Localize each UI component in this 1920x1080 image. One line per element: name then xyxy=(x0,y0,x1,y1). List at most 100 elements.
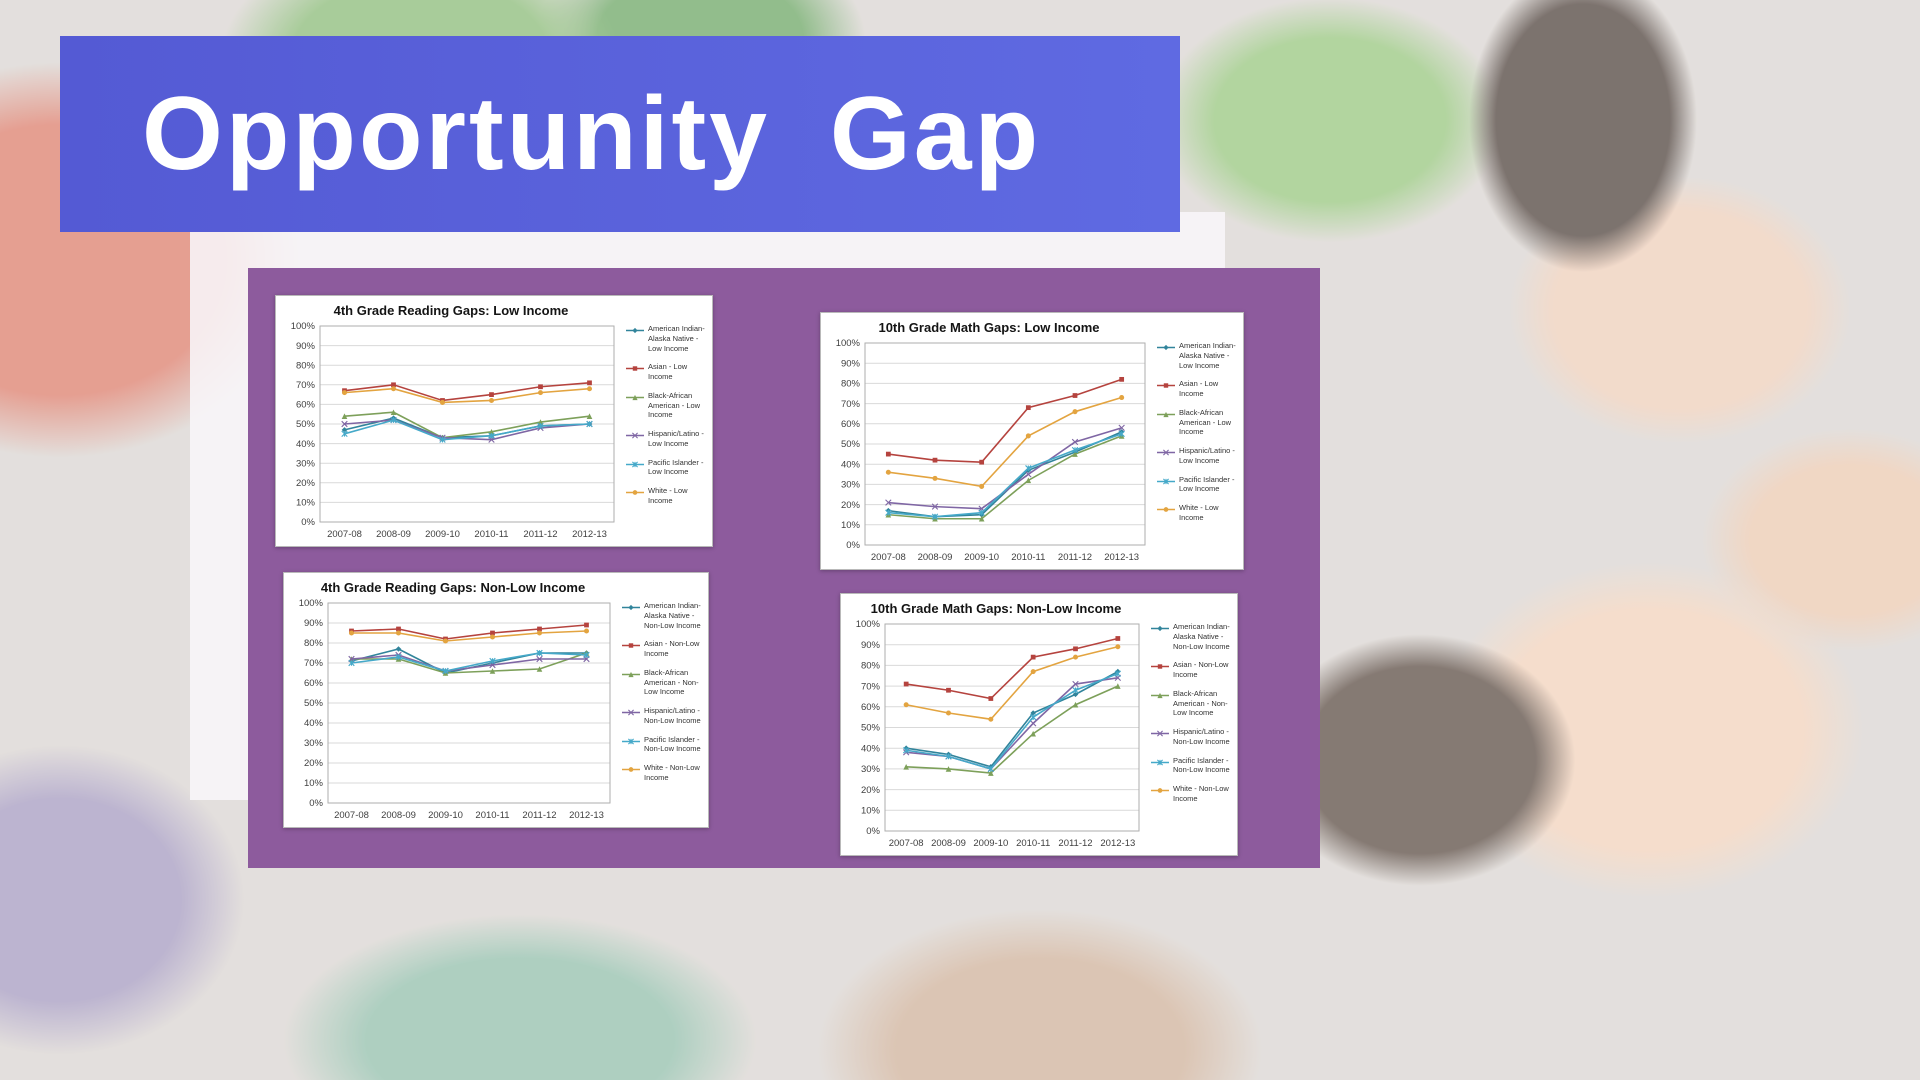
legend-label: White - Low Income xyxy=(1179,503,1219,522)
line-plot: 0% 10% 20% 30% 40% 50% 60% 70% 80% 90% 100% 2007-08… xyxy=(836,338,1146,563)
marker-triangle xyxy=(489,668,496,674)
chart-legend: American Indian-Alaska Native - Non-Low … xyxy=(616,595,704,825)
y-tick-label: 50% xyxy=(304,698,324,709)
marker-star xyxy=(1025,465,1032,472)
legend-swatch-icon xyxy=(622,671,640,677)
series-line xyxy=(903,644,1121,722)
legend-label: Asian - Low Income xyxy=(648,362,688,381)
y-tick-label: 30% xyxy=(861,764,881,775)
legend-label: Hispanic/Latino - Non-Low Income xyxy=(644,706,701,725)
marker-star xyxy=(885,509,892,516)
marker-square xyxy=(391,382,396,388)
legend-label: Asian - Non-Low Income xyxy=(644,639,700,658)
chart-card-reading-low-income: 4th Grade Reading Gaps: Low Income 0% 10%… xyxy=(275,295,713,547)
marker-star xyxy=(1071,446,1079,454)
marker-star xyxy=(1163,478,1169,484)
marker-triangle xyxy=(1072,451,1078,457)
marker-triangle xyxy=(537,419,544,425)
series-line xyxy=(885,424,1125,512)
marker-x xyxy=(931,503,939,510)
legend-item: White - Non-Low Income xyxy=(621,763,702,783)
marker-circle xyxy=(586,386,593,392)
legend-label: American Indian-Alaska Native - Low Inco… xyxy=(648,324,705,353)
marker-triangle xyxy=(632,394,638,400)
legend-label: White - Low Income xyxy=(648,486,688,505)
x-tick-label: 2007-08 xyxy=(871,552,906,563)
plot-border xyxy=(884,623,1140,832)
marker-star xyxy=(902,747,910,754)
y-tick-label: 10% xyxy=(841,520,861,531)
marker-diamond xyxy=(1157,625,1163,632)
x-tick-label: 2011-12 xyxy=(522,810,556,821)
marker-circle xyxy=(1030,669,1036,675)
y-tick-label: 10% xyxy=(296,498,316,509)
x-tick-label: 2012-13 xyxy=(569,810,604,821)
series-line xyxy=(341,386,593,405)
marker-star xyxy=(439,436,446,443)
x-tick-label: 2010-11 xyxy=(474,529,508,540)
marker-circle xyxy=(1157,788,1163,793)
marker-circle xyxy=(390,386,397,392)
marker-triangle xyxy=(945,766,952,772)
marker-star xyxy=(442,667,449,675)
legend-item: Black-African American - Non-Low Income xyxy=(621,668,702,697)
series-line xyxy=(341,409,593,441)
y-tick-label: 20% xyxy=(296,478,316,489)
marker-circle xyxy=(1119,395,1125,401)
line-plot: 0% 10% 20% 30% 40% 50% 60% 70% 80% 90% 100% 2007-08… xyxy=(856,619,1140,849)
y-tick-label: 50% xyxy=(861,723,881,734)
marker-triangle xyxy=(1072,701,1079,708)
y-tick-label: 90% xyxy=(861,640,881,651)
legend-item: Asian - Non-Low Income xyxy=(1150,660,1231,680)
chart-title: 4th Grade Reading Gaps: Non-Low Income xyxy=(320,580,586,595)
legend-label: Asian - Low Income xyxy=(1179,379,1219,398)
marker-star xyxy=(537,422,544,430)
marker-circle xyxy=(903,702,909,708)
legend-item: Hispanic/Latino - Low Income xyxy=(1156,446,1237,466)
marker-star xyxy=(978,509,985,516)
chart-legend: American Indian-Alaska Native - Low Inco… xyxy=(1151,335,1239,567)
y-tick-label: 60% xyxy=(841,419,861,430)
marker-circle xyxy=(1115,644,1121,650)
legend-item: Pacific Islander - Low Income xyxy=(625,458,706,478)
legend-item: Asian - Low Income xyxy=(625,362,706,382)
marker-circle xyxy=(583,628,590,634)
marker-x xyxy=(1157,730,1163,737)
legend-item: Hispanic/Latino - Non-Low Income xyxy=(621,706,702,726)
y-tick-label: 10% xyxy=(861,806,881,817)
x-tick-label: 2011-12 xyxy=(1058,838,1092,849)
y-tick-label: 80% xyxy=(304,638,324,649)
marker-star xyxy=(536,649,543,657)
y-tick-label: 20% xyxy=(861,785,881,796)
legend-label: Black-African American - Non-Low Income xyxy=(644,667,699,697)
legend-swatch-icon xyxy=(622,767,640,772)
y-tick-label: 70% xyxy=(841,399,861,410)
series-line xyxy=(903,683,1121,776)
line-plot: 0% 10% 20% 30% 40% 50% 60% 70% 80% 90% 100% 2007-08… xyxy=(291,321,615,540)
marker-diamond xyxy=(395,646,402,652)
legend-swatch-icon xyxy=(622,604,640,611)
legend-swatch-icon xyxy=(1157,383,1175,388)
legend-label: American Indian-Alaska Native - Low Inco… xyxy=(1179,341,1236,370)
marker-circle xyxy=(536,630,543,636)
series-line xyxy=(885,376,1125,465)
marker-star xyxy=(1118,430,1125,438)
x-tick-label: 2011-12 xyxy=(1058,552,1092,563)
y-tick-label: 70% xyxy=(304,658,324,669)
y-tick-label: 60% xyxy=(296,400,316,411)
x-tick-label: 2012-13 xyxy=(1100,838,1135,849)
legend-item: Pacific Islander - Non-Low Income xyxy=(621,735,702,755)
series-line xyxy=(902,670,1122,773)
legend-swatch-icon xyxy=(1157,344,1175,351)
marker-circle xyxy=(988,716,994,722)
y-tick-label: 80% xyxy=(861,661,881,672)
page-title: Opportunity Gap xyxy=(142,75,1042,192)
legend-item: Black-African American - Non-Low Income xyxy=(1150,689,1231,718)
legend-label: White - Non-Low Income xyxy=(1173,784,1229,803)
y-tick-label: 100% xyxy=(299,598,324,609)
y-tick-label: 40% xyxy=(296,439,316,450)
marker-square xyxy=(885,451,891,457)
marker-diamond xyxy=(632,327,638,334)
legend-swatch-icon xyxy=(1151,788,1169,793)
marker-triangle xyxy=(1163,411,1169,417)
